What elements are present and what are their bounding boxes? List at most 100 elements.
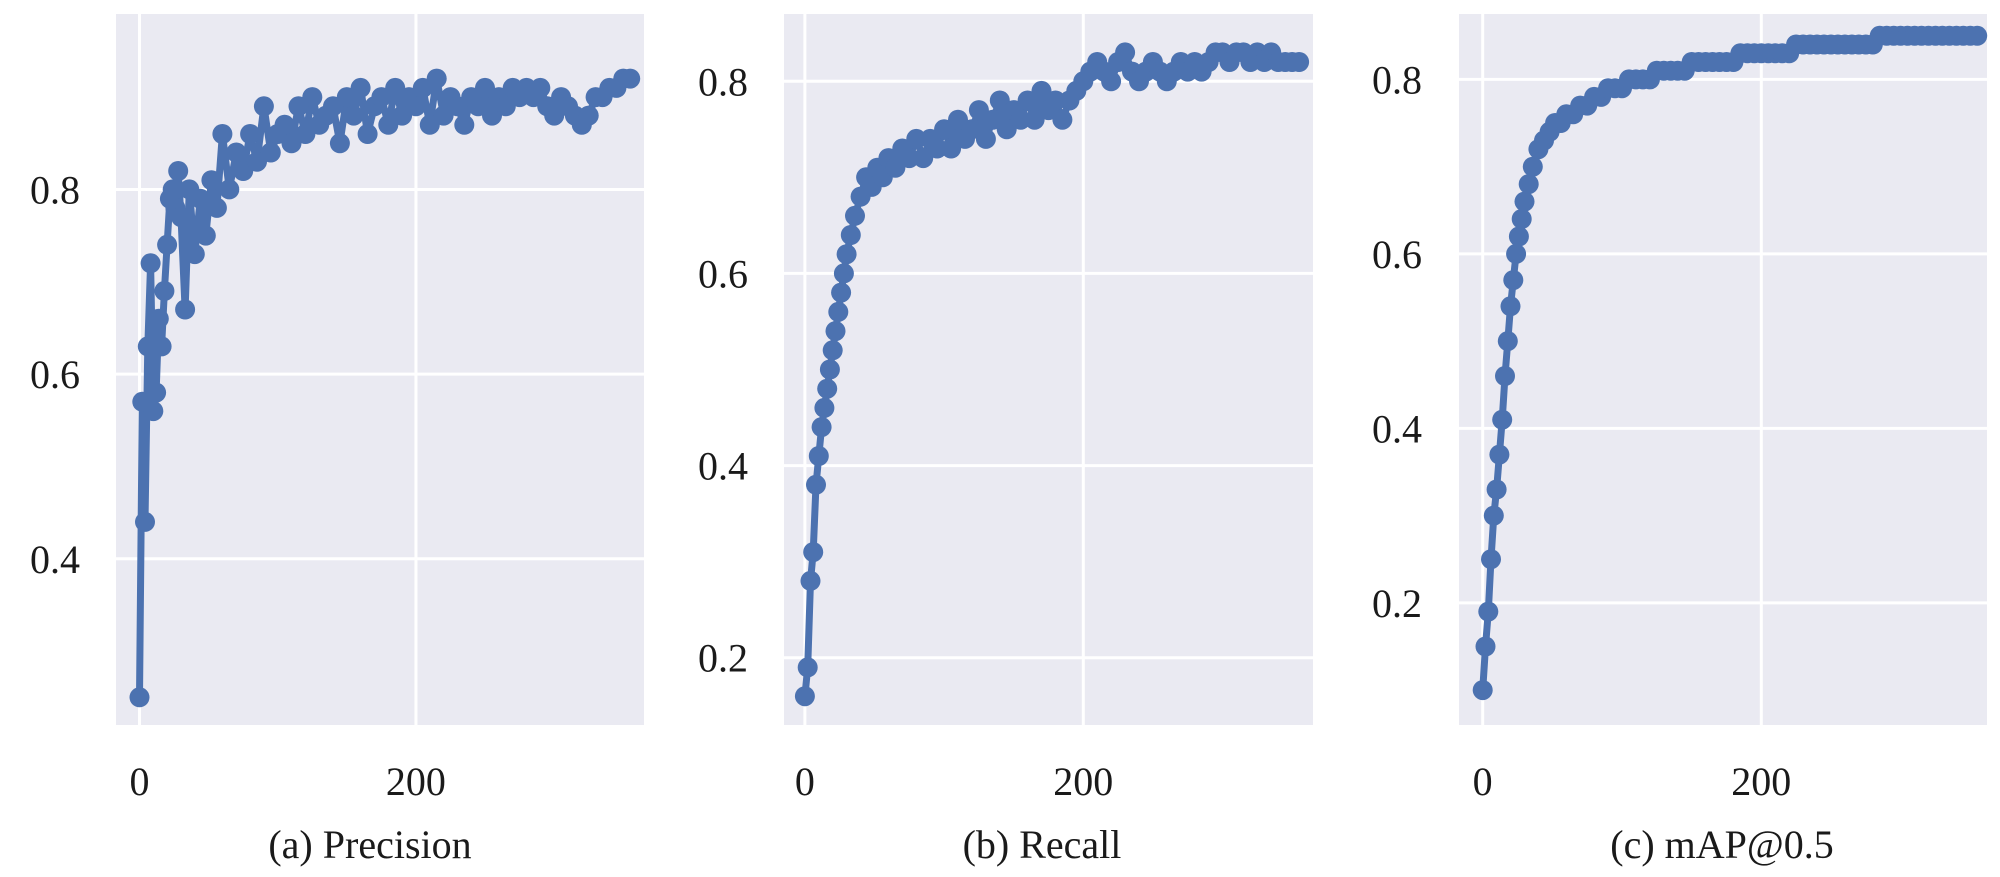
data-point: [831, 282, 852, 303]
data-point: [1486, 479, 1507, 500]
data-point: [206, 197, 227, 218]
data-point: [143, 401, 164, 422]
y-tick-label: 0.8: [30, 167, 80, 212]
data-point: [797, 657, 818, 678]
chart-caption: (c) mAP@0.5: [1610, 822, 1833, 867]
y-tick-label: 0.2: [1372, 581, 1422, 626]
data-point: [975, 128, 996, 149]
data-point: [129, 687, 150, 708]
data-point: [1024, 109, 1045, 130]
data-point: [1115, 42, 1136, 63]
chart-caption: (a) Precision: [268, 822, 471, 867]
x-tick-label: 200: [1053, 759, 1113, 804]
x-tick-label: 200: [386, 759, 446, 804]
chart-caption: (b) Recall: [963, 822, 1122, 867]
data-point: [1506, 243, 1527, 264]
data-point: [814, 397, 835, 418]
data-point: [1522, 156, 1543, 177]
data-point: [146, 382, 167, 403]
data-point: [1514, 191, 1535, 212]
data-point: [578, 105, 599, 126]
data-point: [530, 77, 551, 98]
chart-panel-1: 0 200 0.2 0.4 0.6 0.8 (b) Recall: [698, 14, 1313, 867]
data-point: [1497, 331, 1518, 352]
data-point: [148, 308, 169, 329]
data-point: [162, 179, 183, 200]
data-point: [1492, 409, 1513, 430]
data-point: [1045, 90, 1066, 111]
data-point: [350, 77, 371, 98]
data-point: [426, 68, 447, 89]
data-point: [1289, 52, 1310, 72]
data-point: [1483, 505, 1504, 526]
data-point: [195, 225, 216, 246]
data-point: [1518, 174, 1539, 195]
data-point: [140, 253, 161, 274]
data-point: [934, 119, 955, 140]
data-point: [343, 105, 364, 126]
data-point: [899, 148, 920, 169]
data-point: [1475, 636, 1496, 657]
data-point: [1031, 80, 1052, 101]
y-tick-label: 0.4: [698, 444, 748, 489]
data-point: [996, 119, 1017, 140]
data-point: [1472, 680, 1493, 701]
data-point: [1967, 25, 1988, 46]
y-tick-label: 0.4: [30, 537, 80, 582]
data-point: [253, 96, 274, 117]
data-point: [226, 142, 247, 163]
data-point: [201, 170, 222, 191]
data-point: [151, 336, 172, 357]
data-point: [1478, 601, 1499, 622]
y-tick-label: 0.8: [698, 59, 748, 104]
data-point: [1481, 549, 1501, 570]
data-point: [190, 188, 211, 209]
data-point: [822, 340, 843, 361]
y-tick-label: 0.6: [698, 251, 748, 296]
data-point: [154, 281, 175, 301]
data-point: [794, 686, 815, 707]
data-point: [137, 336, 158, 357]
data-point: [885, 157, 906, 178]
x-tick-label: 200: [1731, 759, 1791, 804]
data-point: [989, 90, 1010, 111]
y-tick-label: 0.8: [1372, 57, 1422, 102]
data-point: [803, 542, 824, 563]
y-tick-label: 0.6: [1372, 232, 1422, 277]
data-point: [357, 124, 378, 144]
data-point: [941, 138, 962, 159]
data-point: [240, 124, 261, 144]
data-point: [405, 96, 426, 117]
data-point: [171, 207, 191, 228]
data-point: [840, 225, 861, 245]
plot-area: [1459, 14, 1987, 725]
data-point: [1500, 296, 1521, 317]
data-point: [157, 234, 178, 255]
data-point: [175, 299, 196, 320]
x-tick-label: 0: [129, 759, 149, 804]
data-point: [219, 179, 240, 200]
data-point: [212, 124, 233, 144]
chart-panel-2: 0 200 0.2 0.4 0.6 0.8 (c) mAP@0.5: [1372, 14, 1988, 867]
data-point: [828, 301, 849, 322]
plot-area: [784, 14, 1313, 725]
x-tick-label: 0: [1473, 759, 1493, 804]
data-point: [1010, 109, 1031, 130]
data-point: [927, 138, 948, 159]
data-point: [906, 128, 927, 149]
data-point: [620, 68, 641, 89]
data-point: [845, 205, 865, 226]
data-point: [806, 474, 826, 495]
data-point: [1017, 90, 1038, 111]
data-point: [302, 87, 323, 108]
data-point: [135, 511, 155, 532]
data-point: [1101, 71, 1122, 92]
data-point: [1508, 226, 1529, 247]
y-tick-label: 0.6: [30, 352, 80, 397]
data-point: [968, 100, 989, 121]
data-point: [817, 378, 838, 399]
data-point: [454, 114, 475, 135]
data-point: [982, 109, 1003, 130]
data-point: [1489, 444, 1510, 465]
data-point: [1052, 109, 1073, 130]
